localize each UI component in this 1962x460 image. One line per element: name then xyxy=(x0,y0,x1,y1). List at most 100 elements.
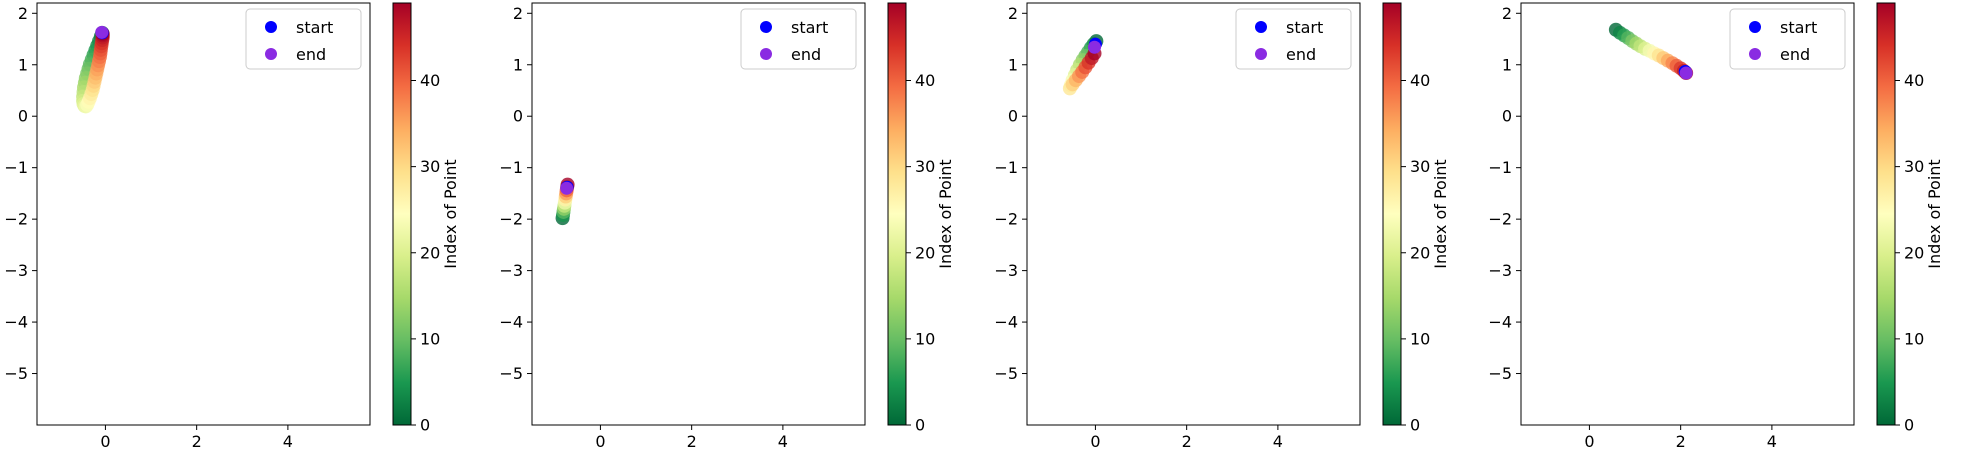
colorbar: 0 10 20 30 40 Index of Point xyxy=(1382,2,1450,435)
colorbar-gradient xyxy=(887,2,907,426)
subplot-1: 0 2 4 −5 −4 −3 −2 −1 0 1 2 start end 0 10 20 30 40 Index o… xyxy=(4,2,460,451)
legend-marker xyxy=(1749,21,1761,33)
y-tick-label: 2 xyxy=(1008,4,1018,23)
y-tick-label: 1 xyxy=(1502,55,1512,74)
y-tick-label: −4 xyxy=(499,313,523,332)
subplot-3: 0 2 4 −5 −4 −3 −2 −1 0 1 2 start end 0 10 20 30 40 Index o… xyxy=(994,2,1450,451)
y-tick-label: −4 xyxy=(4,313,28,332)
y-tick-label: −4 xyxy=(1488,313,1512,332)
data-points xyxy=(1062,34,1104,96)
colorbar-tick-label: 30 xyxy=(420,157,440,176)
colorbar-tick-label: 0 xyxy=(1904,416,1914,435)
y-tick-label: −2 xyxy=(994,210,1018,229)
x-tick-label: 2 xyxy=(1676,432,1686,451)
colorbar-tick-label: 0 xyxy=(915,416,925,435)
y-tick-label: 1 xyxy=(18,55,28,74)
y-tick-label: 1 xyxy=(513,55,523,74)
colorbar-tick-label: 20 xyxy=(420,243,440,262)
legend-label: end xyxy=(296,45,326,64)
y-tick-label: 0 xyxy=(18,107,28,126)
colorbar-gradient xyxy=(1876,2,1896,426)
y-tick-label: 1 xyxy=(1008,55,1018,74)
y-tick-label: −3 xyxy=(4,261,28,280)
y-tick-label: −1 xyxy=(1488,158,1512,177)
end-marker xyxy=(1088,40,1102,54)
legend-label: start xyxy=(1286,18,1323,37)
x-tick-label: 4 xyxy=(778,432,788,451)
colorbar-label: Index of Point xyxy=(936,159,955,268)
colorbar-gradient xyxy=(392,2,412,426)
y-tick-label: −3 xyxy=(1488,261,1512,280)
colorbar-label: Index of Point xyxy=(1431,159,1450,268)
y-tick-label: −5 xyxy=(499,364,523,383)
end-marker xyxy=(1679,66,1693,80)
legend-label: end xyxy=(1286,45,1316,64)
y-tick-label: −5 xyxy=(1488,364,1512,383)
legend-marker xyxy=(1255,48,1267,60)
y-tick-label: −3 xyxy=(994,261,1018,280)
legend-label: start xyxy=(296,18,333,37)
colorbar-tick-label: 30 xyxy=(915,157,935,176)
legend-marker xyxy=(760,21,772,33)
legend-marker xyxy=(760,48,772,60)
y-tick-label: −1 xyxy=(994,158,1018,177)
legend-label: start xyxy=(1780,18,1817,37)
colorbar-tick-label: 20 xyxy=(1904,243,1924,262)
y-tick-label: 0 xyxy=(1502,107,1512,126)
subplot-2: 0 2 4 −5 −4 −3 −2 −1 0 1 2 start end 0 10 20 30 40 Index o… xyxy=(499,2,955,451)
colorbar: 0 10 20 30 40 Index of Point xyxy=(1876,2,1944,435)
x-tick-label: 2 xyxy=(1182,432,1192,451)
colorbar-gradient xyxy=(1382,2,1402,426)
colorbar-tick-label: 40 xyxy=(1904,71,1924,90)
colorbar-label: Index of Point xyxy=(1925,159,1944,268)
colorbar-tick-label: 20 xyxy=(1410,243,1430,262)
plot-area xyxy=(531,2,866,426)
colorbar-tick-label: 40 xyxy=(420,71,440,90)
colorbar: 0 10 20 30 40 Index of Point xyxy=(392,2,460,435)
y-tick-label: −5 xyxy=(4,364,28,383)
colorbar-tick-label: 10 xyxy=(1410,329,1430,348)
y-tick-label: 2 xyxy=(1502,4,1512,23)
legend: start end xyxy=(1729,8,1846,70)
x-tick-label: 4 xyxy=(1273,432,1283,451)
y-tick-label: 0 xyxy=(1008,107,1018,126)
legend: start end xyxy=(245,8,362,70)
y-tick-label: −2 xyxy=(4,210,28,229)
data-points xyxy=(1608,22,1694,80)
y-tick-label: −1 xyxy=(499,158,523,177)
legend: start end xyxy=(1235,8,1352,70)
y-tick-label: −1 xyxy=(4,158,28,177)
colorbar-tick-label: 0 xyxy=(420,416,430,435)
x-tick-label: 4 xyxy=(1767,432,1777,451)
x-tick-label: 4 xyxy=(283,432,293,451)
y-tick-label: −2 xyxy=(499,210,523,229)
y-tick-label: −5 xyxy=(994,364,1018,383)
subplot-4: 0 2 4 −5 −4 −3 −2 −1 0 1 2 start end 0 10 20 30 40 Index o… xyxy=(1488,2,1944,451)
x-tick-label: 0 xyxy=(100,432,110,451)
legend-marker xyxy=(265,21,277,33)
x-tick-label: 2 xyxy=(192,432,202,451)
legend-label: end xyxy=(791,45,821,64)
y-tick-label: 2 xyxy=(513,4,523,23)
y-tick-label: 2 xyxy=(18,4,28,23)
colorbar-label: Index of Point xyxy=(441,159,460,268)
end-marker xyxy=(560,181,574,195)
colorbar-tick-label: 40 xyxy=(1410,71,1430,90)
legend-marker xyxy=(1749,48,1761,60)
x-tick-label: 0 xyxy=(1090,432,1100,451)
legend-label: end xyxy=(1780,45,1810,64)
colorbar: 0 10 20 30 40 Index of Point xyxy=(887,2,955,435)
x-tick-label: 2 xyxy=(687,432,697,451)
end-marker xyxy=(95,25,109,39)
colorbar-tick-label: 10 xyxy=(1904,329,1924,348)
y-tick-label: 0 xyxy=(513,107,523,126)
y-tick-label: −3 xyxy=(499,261,523,280)
colorbar-tick-label: 10 xyxy=(420,329,440,348)
y-tick-label: −4 xyxy=(994,313,1018,332)
legend-marker xyxy=(265,48,277,60)
colorbar-tick-label: 40 xyxy=(915,71,935,90)
colorbar-tick-label: 10 xyxy=(915,329,935,348)
x-tick-label: 0 xyxy=(595,432,605,451)
legend-label: start xyxy=(791,18,828,37)
colorbar-tick-label: 30 xyxy=(1904,157,1924,176)
